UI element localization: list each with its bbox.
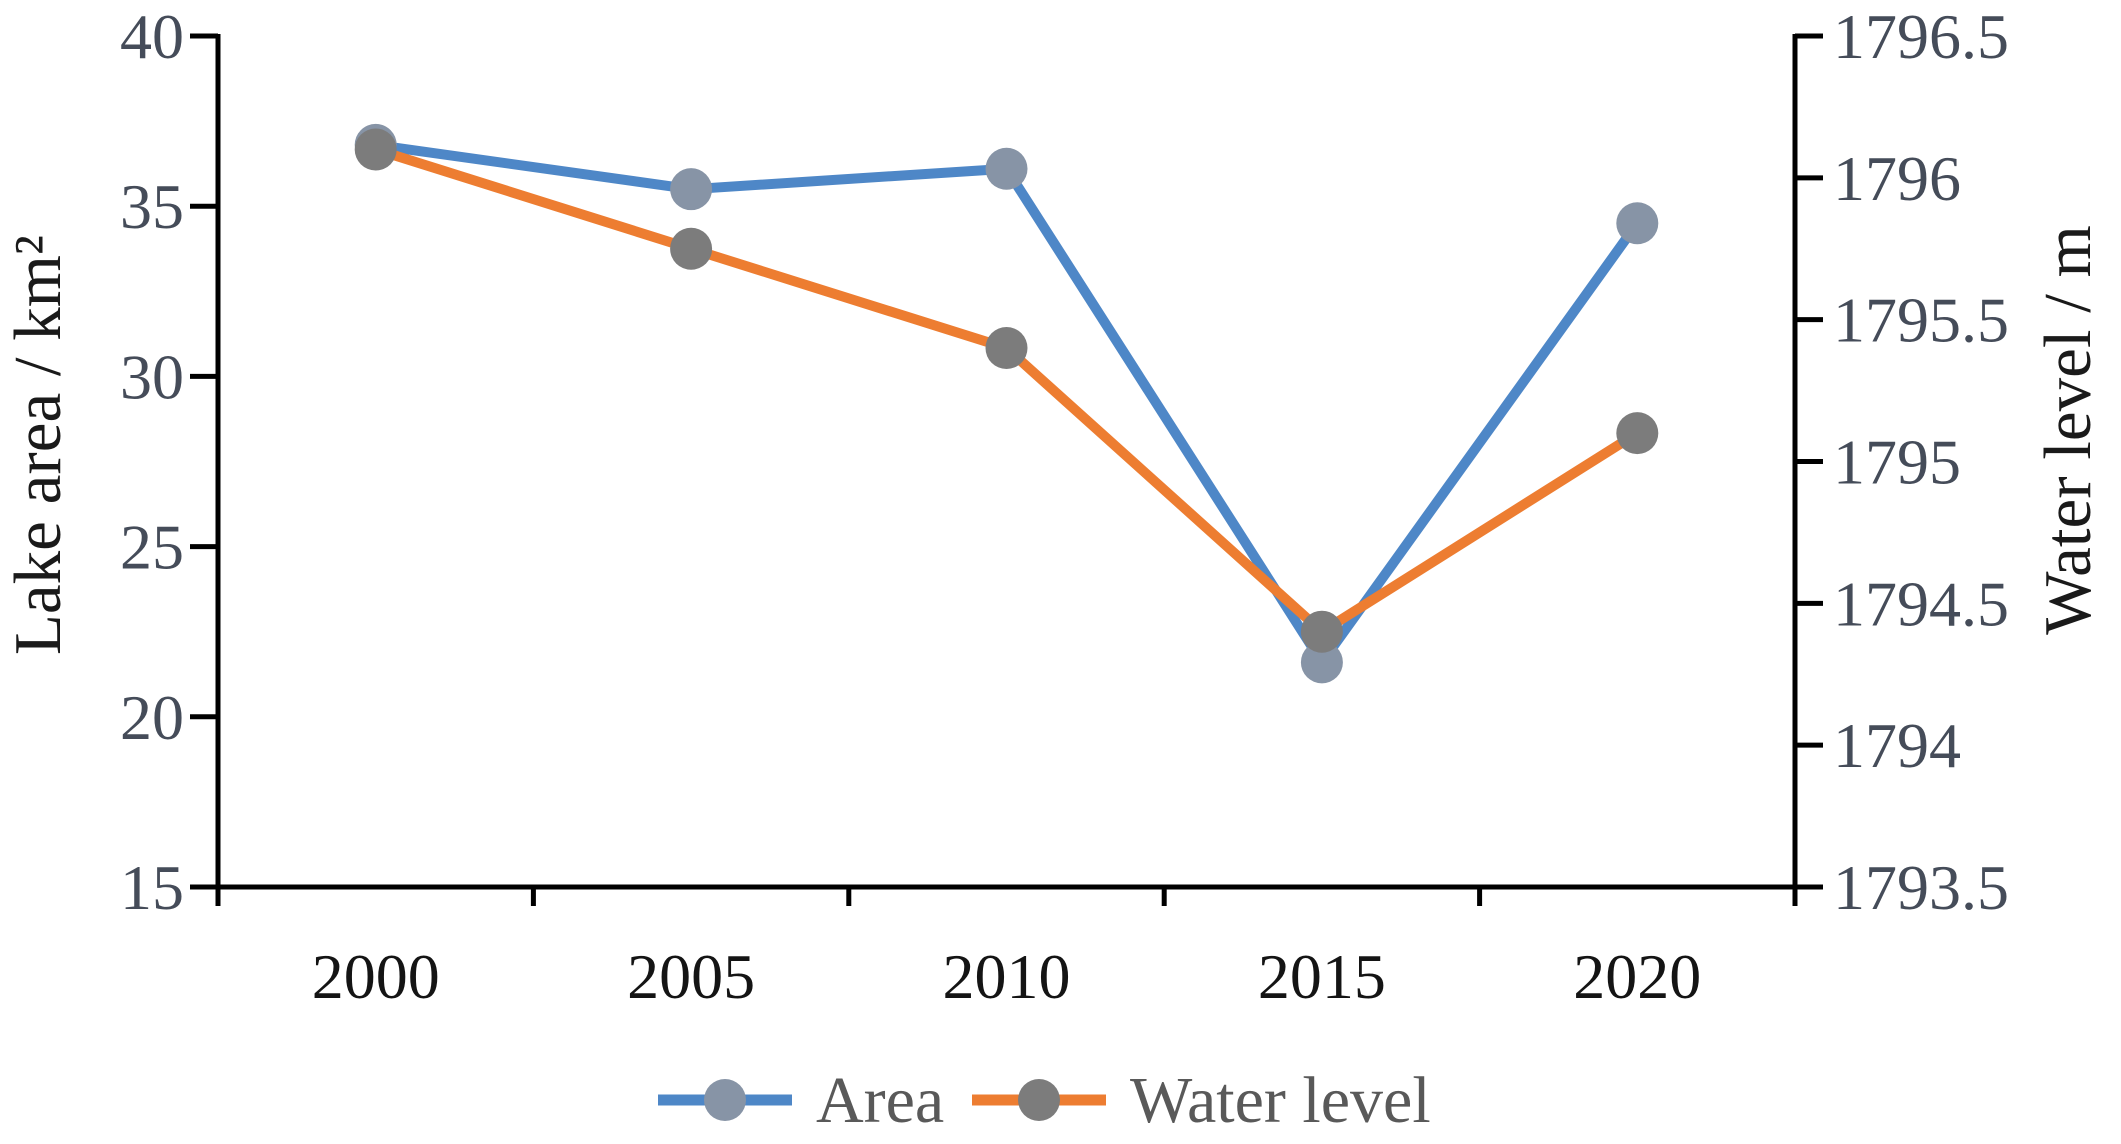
data-point-water-level-2005 — [670, 227, 713, 270]
x-axis-tick-label: 2015 — [1258, 941, 1386, 1012]
right-axis-tick-label: 1793.5 — [1833, 852, 2009, 923]
x-axis-tick-label: 2010 — [943, 941, 1071, 1012]
left-axis-tick-label: 25 — [120, 512, 184, 583]
legend-water-marker — [1018, 1079, 1060, 1121]
plot-area: 15 20 25 30 35 40 1793.5 1794 1794.5 1795 1795.5 17… — [120, 1, 2009, 1012]
right-axis-tick-label: 1794 — [1833, 710, 1961, 781]
data-point-water-level-2020 — [1616, 412, 1659, 455]
right-axis-tick-label: 1795 — [1833, 427, 1961, 498]
right-axis-title: Water level / m — [2031, 225, 2105, 634]
left-axis-tick-label: 30 — [120, 341, 184, 412]
data-point-water-level-2010 — [985, 327, 1028, 370]
legend-area-label: Area — [816, 1064, 944, 1137]
right-axis-tick-label: 1796 — [1833, 143, 1961, 214]
left-axis-tick-label: 35 — [120, 171, 184, 242]
x-axis-tick-label: 2020 — [1573, 941, 1701, 1012]
legend-area-marker — [704, 1079, 746, 1121]
x-axis-tick-label: 2000 — [312, 941, 440, 1012]
series-line-water-level — [370, 144, 1643, 637]
data-point-water-level-2015 — [1300, 610, 1343, 653]
legend: Area Water level — [658, 1064, 1431, 1137]
x-axis-tick-label: 2005 — [627, 941, 755, 1012]
data-point-area-2010 — [985, 147, 1028, 190]
left-axis-tick-label: 15 — [120, 852, 184, 923]
right-axis-tick-label: 1795.5 — [1833, 285, 2009, 356]
data-point-area-2005 — [670, 168, 713, 211]
left-axis-tick-label: 20 — [120, 682, 184, 753]
right-axis-tick-label: 1796.5 — [1833, 1, 2009, 72]
left-axis-tick-label: 40 — [120, 1, 184, 72]
data-point-area-2020 — [1616, 202, 1659, 245]
series-line-area — [370, 139, 1643, 668]
data-point-area-2015 — [1300, 641, 1343, 684]
right-axis-tick-label: 1794.5 — [1833, 568, 2009, 639]
legend-water-label: Water level — [1130, 1064, 1431, 1137]
data-point-water-level-2000 — [354, 128, 397, 171]
left-axis-title: Lake area / km² — [1, 235, 75, 655]
